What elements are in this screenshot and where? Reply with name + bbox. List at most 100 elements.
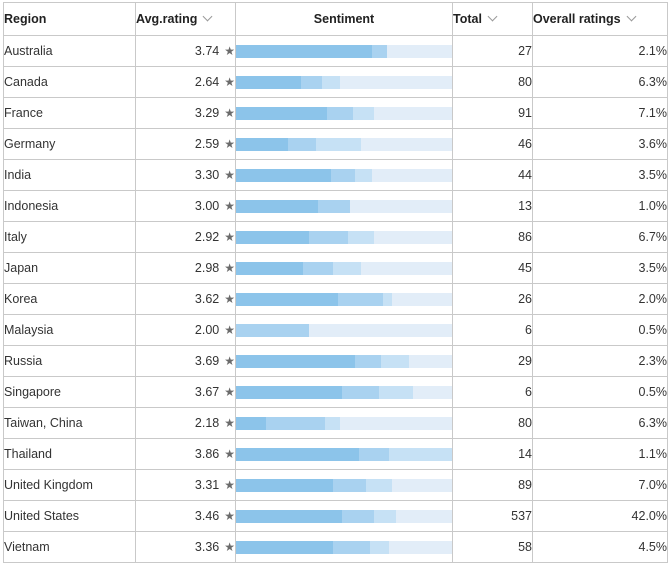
avg-rating-cell: 3.69 ★ <box>135 345 236 377</box>
avg-rating-cell: 2.92 ★ <box>135 221 236 253</box>
sentiment-segment <box>333 261 362 275</box>
sentiment-segment <box>318 199 351 213</box>
avg-rating-cell: 2.18 ★ <box>135 407 236 439</box>
table-row: Russia 3.69 ★ 29 2.3% <box>3 345 668 377</box>
sentiment-segment <box>236 230 310 244</box>
sentiment-segment <box>309 230 349 244</box>
region-cell: Canada <box>3 66 136 98</box>
sentiment-segment <box>372 44 388 58</box>
avg-rating-cell: 3.67 ★ <box>135 376 236 408</box>
sentiment-bar <box>236 416 452 430</box>
header-avg-rating[interactable]: Avg.rating <box>135 2 236 36</box>
sentiment-segment <box>380 354 409 368</box>
table-row: Germany 2.59 ★ 46 3.6% <box>3 128 668 160</box>
sort-chevron-icon[interactable] <box>626 11 636 22</box>
header-sentiment: Sentiment <box>235 2 453 36</box>
sentiment-segment <box>341 509 375 523</box>
overall-ratings-cell: 0.5% <box>532 314 668 346</box>
sentiment-bar <box>236 75 452 89</box>
table-row: Canada 2.64 ★ 80 6.3% <box>3 66 668 98</box>
total-cell: 80 <box>452 407 533 439</box>
sentiment-cell <box>235 438 453 470</box>
sentiment-segment <box>236 540 334 554</box>
overall-ratings-cell: 3.6% <box>532 128 668 160</box>
star-icon: ★ <box>224 106 235 120</box>
sentiment-segment <box>236 261 303 275</box>
star-icon: ★ <box>224 385 235 399</box>
table-body: Australia 3.74 ★ 27 2.1% Canada 2.64 ★ 80 6.3% Fra… <box>3 35 668 563</box>
header-total[interactable]: Total <box>452 2 533 36</box>
sentiment-segment <box>322 75 340 89</box>
star-icon: ★ <box>224 478 235 492</box>
overall-ratings-cell: 6.7% <box>532 221 668 253</box>
sentiment-segment <box>300 75 323 89</box>
sort-chevron-icon[interactable] <box>202 11 213 22</box>
star-icon: ★ <box>224 75 235 89</box>
sentiment-cell <box>235 531 453 563</box>
region-cell: United Kingdom <box>3 469 136 501</box>
sentiment-segment <box>236 168 332 182</box>
sentiment-segment <box>236 137 288 151</box>
avg-rating-value: 3.62 <box>194 292 220 306</box>
sentiment-segment <box>236 478 334 492</box>
overall-ratings-cell: 2.3% <box>532 345 668 377</box>
overall-ratings-cell: 3.5% <box>532 159 668 191</box>
region-cell: Japan <box>3 252 136 284</box>
avg-rating-value: 2.92 <box>194 230 220 244</box>
sentiment-cell <box>235 128 453 160</box>
avg-rating-cell: 3.30 ★ <box>135 159 236 191</box>
avg-rating-value: 2.98 <box>194 261 220 275</box>
sentiment-bar <box>236 385 452 399</box>
overall-ratings-cell: 2.0% <box>532 283 668 315</box>
overall-ratings-cell: 42.0% <box>532 500 668 532</box>
header-region: Region <box>3 2 136 36</box>
avg-rating-value: 2.64 <box>194 75 220 89</box>
table-row: Italy 2.92 ★ 86 6.7% <box>3 221 668 253</box>
sentiment-bar <box>236 354 452 368</box>
overall-ratings-cell: 3.5% <box>532 252 668 284</box>
sentiment-bar <box>236 230 452 244</box>
star-icon: ★ <box>224 199 235 213</box>
header-overall-label: Overall ratings <box>533 12 621 26</box>
sentiment-segment <box>236 323 310 337</box>
table-row: Indonesia 3.00 ★ 13 1.0% <box>3 190 668 222</box>
total-cell: 91 <box>452 97 533 129</box>
avg-rating-cell: 3.31 ★ <box>135 469 236 501</box>
sentiment-segment <box>337 292 383 306</box>
sentiment-segment <box>341 385 379 399</box>
region-cell: Germany <box>3 128 136 160</box>
sort-chevron-icon[interactable] <box>487 11 498 22</box>
avg-rating-value: 2.18 <box>194 416 220 430</box>
overall-ratings-cell: 6.3% <box>532 407 668 439</box>
table-row: Taiwan, China 2.18 ★ 80 6.3% <box>3 407 668 439</box>
avg-rating-value: 3.67 <box>194 385 220 399</box>
sentiment-segment <box>354 168 373 182</box>
avg-rating-cell: 3.46 ★ <box>135 500 236 532</box>
sentiment-segment <box>326 106 353 120</box>
avg-rating-value: 3.86 <box>194 447 220 461</box>
sentiment-cell <box>235 500 453 532</box>
avg-rating-cell: 2.59 ★ <box>135 128 236 160</box>
avg-rating-cell: 2.00 ★ <box>135 314 236 346</box>
table-row: Korea 3.62 ★ 26 2.0% <box>3 283 668 315</box>
sentiment-segment <box>236 447 360 461</box>
avg-rating-cell: 3.00 ★ <box>135 190 236 222</box>
sentiment-bar <box>236 509 452 523</box>
sentiment-segment <box>333 478 366 492</box>
header-region-label: Region <box>4 12 47 26</box>
sentiment-cell <box>235 221 453 253</box>
sentiment-bar <box>236 199 452 213</box>
sentiment-cell <box>235 283 453 315</box>
table-row: Vietnam 3.36 ★ 58 4.5% <box>3 531 668 563</box>
region-cell: Italy <box>3 221 136 253</box>
sentiment-segment <box>352 106 375 120</box>
sentiment-segment <box>302 261 334 275</box>
sentiment-bar <box>236 137 452 151</box>
star-icon: ★ <box>224 261 235 275</box>
avg-rating-cell: 3.29 ★ <box>135 97 236 129</box>
sentiment-segment <box>236 509 342 523</box>
sentiment-bar <box>236 44 452 58</box>
sentiment-bar <box>236 292 452 306</box>
header-overall-ratings[interactable]: Overall ratings <box>532 2 668 36</box>
sentiment-segment <box>378 385 414 399</box>
